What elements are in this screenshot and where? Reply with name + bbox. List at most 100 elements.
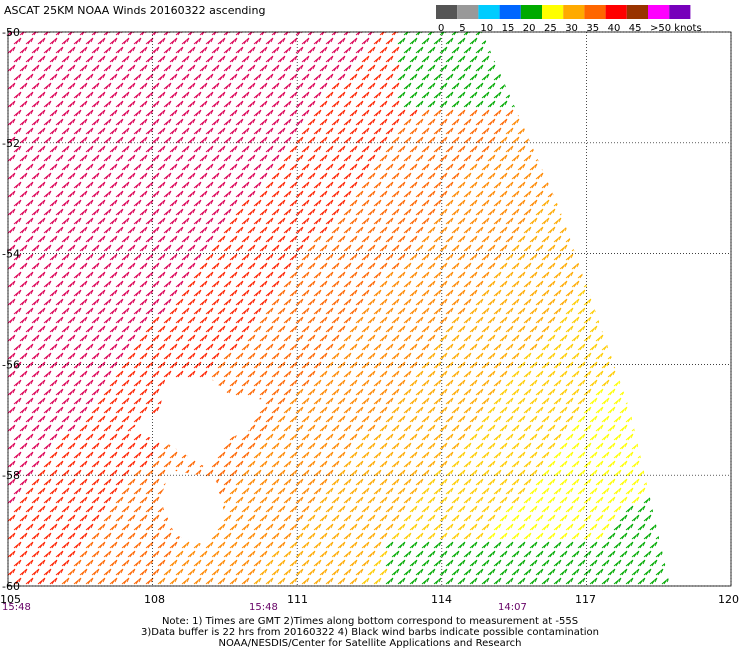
wind-barb <box>25 307 34 315</box>
wind-barb <box>31 496 40 504</box>
wind-barb <box>67 190 76 198</box>
wind-barb <box>283 568 292 576</box>
wind-barb <box>187 568 196 576</box>
wind-barb <box>163 334 172 342</box>
wind-barb <box>139 442 148 450</box>
wind-barb <box>115 208 124 216</box>
wind-barb <box>325 523 334 531</box>
wind-barb <box>349 37 358 45</box>
wind-barb <box>127 208 136 216</box>
wind-barb <box>499 46 508 54</box>
wind-barb <box>355 478 364 486</box>
wind-barb <box>307 388 316 396</box>
wind-barb <box>661 91 670 99</box>
wind-barb <box>313 91 322 99</box>
wind-barb <box>223 226 232 234</box>
wind-barb <box>307 442 316 450</box>
wind-barb <box>445 145 454 153</box>
wind-barb <box>397 253 406 261</box>
wind-barb <box>649 199 658 207</box>
wind-barb <box>235 64 244 72</box>
wind-barb <box>583 262 592 270</box>
wind-barb <box>205 343 214 351</box>
wind-barb <box>115 514 124 522</box>
wind-barb <box>698 56 705 62</box>
wind-barb <box>379 352 388 360</box>
wind-barb <box>523 262 532 270</box>
wind-barb <box>265 433 274 441</box>
wind-barb <box>61 505 70 513</box>
wind-barb <box>643 568 652 576</box>
wind-barb <box>283 118 292 126</box>
wind-barb <box>235 352 244 360</box>
wind-barb <box>97 307 106 315</box>
wind-barb <box>295 190 304 198</box>
wind-barb <box>223 550 232 558</box>
wind-barb <box>133 361 142 369</box>
wind-barb <box>547 100 556 108</box>
wind-barb <box>451 298 460 306</box>
wind-barb <box>680 245 687 251</box>
wind-barb <box>109 271 118 279</box>
wind-barb <box>265 73 274 81</box>
wind-barb <box>667 190 670 198</box>
wind-barb <box>710 380 717 386</box>
wind-barb <box>649 235 658 243</box>
wind-barb <box>710 128 717 134</box>
wind-barb <box>139 316 148 324</box>
wind-barb <box>427 244 436 252</box>
wind-barb <box>704 65 711 71</box>
wind-barb <box>469 289 478 297</box>
footnote-line-1: Note: 1) Times are GMT 2)Times along bot… <box>161 616 579 627</box>
wind-barb <box>607 550 616 558</box>
wind-barb <box>73 307 82 315</box>
wind-barb <box>85 541 94 549</box>
wind-barb <box>397 127 406 135</box>
wind-barb <box>577 397 586 405</box>
wind-barb <box>403 406 412 414</box>
wind-barb <box>337 343 346 351</box>
wind-barb <box>367 388 376 396</box>
wind-barb <box>271 226 280 234</box>
wind-barb <box>313 253 322 261</box>
wind-barb <box>469 127 478 135</box>
wind-barb <box>145 181 154 189</box>
wind-barb <box>716 191 723 197</box>
wind-barb <box>553 541 562 549</box>
wind-barb <box>655 244 664 252</box>
wind-barb <box>637 487 646 495</box>
wind-barb <box>631 460 640 468</box>
wind-barb <box>253 361 262 369</box>
wind-barb <box>37 37 46 45</box>
wind-barb <box>457 487 466 495</box>
wind-barb <box>325 361 334 369</box>
colorbar: 0 5 10 15 20 25 30 35 40 45 >50 knots <box>436 5 702 34</box>
wind-barb <box>499 406 508 414</box>
wind-barb <box>499 172 508 180</box>
wind-barb <box>37 523 46 531</box>
wind-barb <box>223 64 232 72</box>
wind-barb <box>409 523 418 531</box>
wind-barb <box>698 434 705 440</box>
wind-barb <box>475 442 484 450</box>
wind-barb <box>97 397 106 405</box>
wind-barb <box>241 235 250 243</box>
wind-barb <box>223 100 232 108</box>
wind-barb <box>349 325 358 333</box>
wind-barb <box>595 478 604 486</box>
wind-barb <box>373 199 382 207</box>
wind-barb <box>680 497 687 503</box>
wind-barb <box>97 55 106 63</box>
wind-barb <box>686 146 693 152</box>
wind-barb <box>115 244 124 252</box>
wind-barb <box>559 568 568 576</box>
wind-barb <box>421 361 430 369</box>
wind-barb <box>55 532 64 540</box>
wind-barb <box>553 217 562 225</box>
wind-barb <box>25 325 34 333</box>
wind-barb <box>529 397 538 405</box>
wind-barb <box>319 352 328 360</box>
wind-barb <box>511 370 520 378</box>
wind-barb <box>469 253 478 261</box>
wind-barb <box>613 73 622 81</box>
